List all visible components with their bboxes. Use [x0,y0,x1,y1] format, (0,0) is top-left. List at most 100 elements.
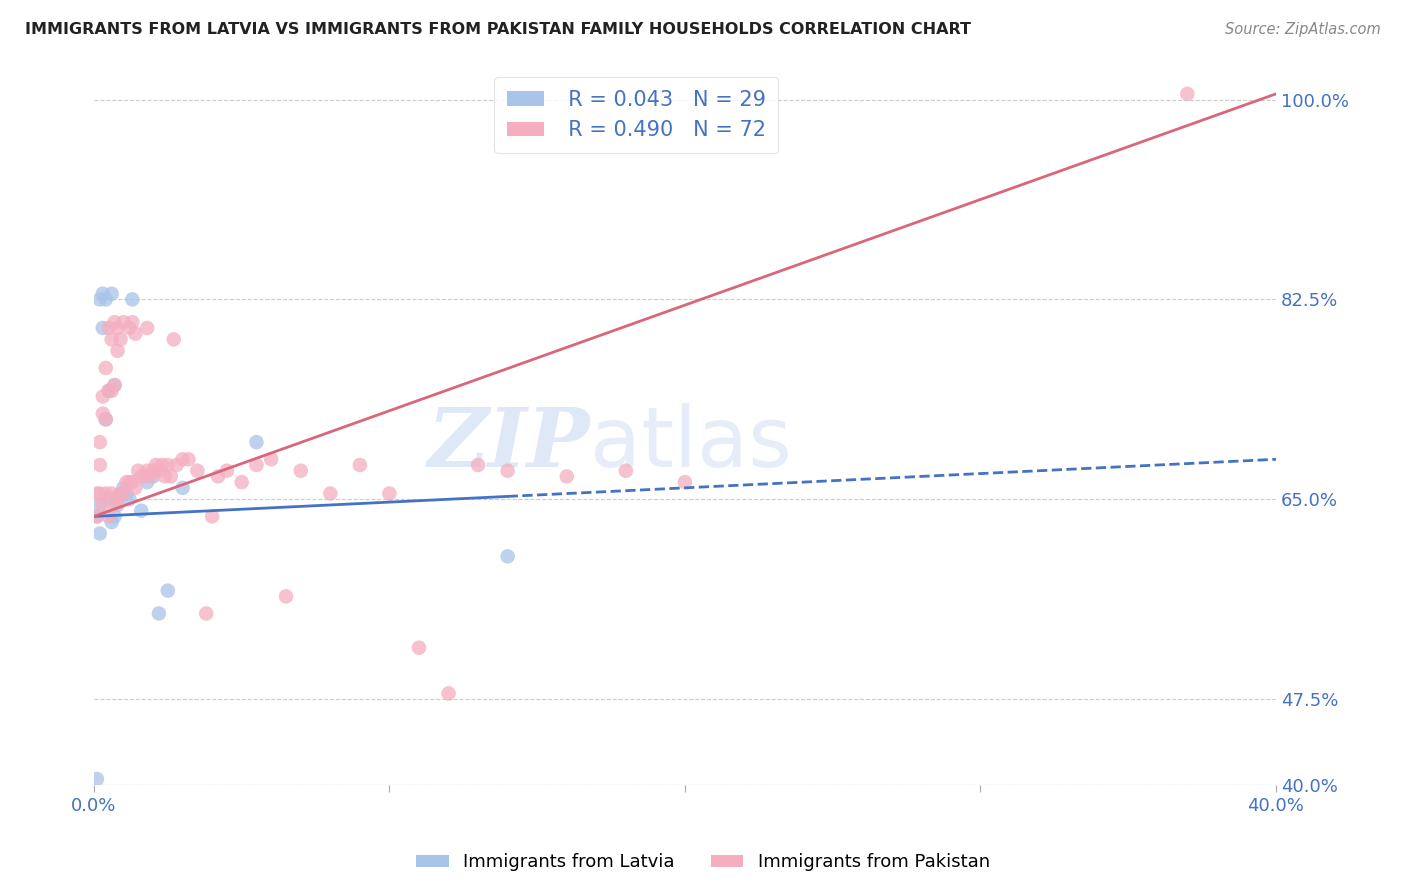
Point [94,293,117,307]
Point [100,486,122,500]
Point [150,458,173,472]
Point [115,475,138,490]
Point [115,486,138,500]
Point [134,469,156,483]
Point [107,498,129,512]
Point [118,492,141,507]
Point [156,583,179,598]
Point [124,481,146,495]
Point [349,458,371,472]
Point [156,458,179,472]
Point [163,332,186,346]
Point [91,286,114,301]
Point [89,498,111,512]
Point [136,321,159,335]
Point [100,332,122,346]
Point [97,321,120,335]
Point [121,475,143,490]
Point [100,515,122,529]
Point [104,498,127,512]
Point [89,526,111,541]
Point [1175,87,1198,101]
Point [118,475,141,490]
Point [245,458,267,472]
Point [86,772,108,786]
Point [496,549,519,564]
Point [124,326,146,341]
Point [673,475,696,490]
Point [107,343,129,358]
Point [89,293,111,307]
Point [172,452,194,467]
Point [408,640,430,655]
Point [201,509,224,524]
Point [145,458,167,472]
Point [290,464,312,478]
Point [97,509,120,524]
Point [89,435,111,450]
Point [274,590,297,604]
Point [86,509,108,524]
Point [378,486,401,500]
Point [231,475,253,490]
Point [91,498,114,512]
Point [142,469,165,483]
Point [121,315,143,329]
Point [89,486,111,500]
Point [177,452,200,467]
Point [91,407,114,421]
Point [94,412,117,426]
Point [245,435,267,450]
Point [112,481,135,495]
Point [104,509,127,524]
Point [97,492,120,507]
Point [100,384,122,398]
Point [94,486,117,500]
Point [496,464,519,478]
Point [142,464,165,478]
Point [215,464,238,478]
Legend: Immigrants from Latvia, Immigrants from Pakistan: Immigrants from Latvia, Immigrants from … [409,847,997,879]
Point [139,469,162,483]
Point [129,504,152,518]
Point [136,464,159,478]
Point [100,286,122,301]
Point [186,464,208,478]
Point [86,486,108,500]
Point [437,686,460,700]
Point [159,469,181,483]
Point [148,464,170,478]
Point [166,458,188,472]
Point [89,458,111,472]
Point [104,315,127,329]
Point [94,412,117,426]
Point [121,293,143,307]
Point [97,384,120,398]
Point [172,481,194,495]
Point [148,607,170,621]
Point [614,464,637,478]
Point [97,384,120,398]
Point [195,607,218,621]
Point [319,486,342,500]
Point [153,469,176,483]
Point [107,492,129,507]
Point [118,321,141,335]
Point [112,315,135,329]
Text: atlas: atlas [591,403,792,484]
Point [555,469,578,483]
Point [110,332,132,346]
Point [260,452,283,467]
Point [94,360,117,375]
Point [91,321,114,335]
Point [110,486,132,500]
Point [104,378,127,392]
Point [112,486,135,500]
Text: IMMIGRANTS FROM LATVIA VS IMMIGRANTS FROM PAKISTAN FAMILY HOUSEHOLDS CORRELATION: IMMIGRANTS FROM LATVIA VS IMMIGRANTS FRO… [25,22,972,37]
Point [91,389,114,403]
Text: Source: ZipAtlas.com: Source: ZipAtlas.com [1225,22,1381,37]
Point [110,486,132,500]
Point [86,509,108,524]
Text: ZIP: ZIP [427,404,591,484]
Point [136,475,159,490]
